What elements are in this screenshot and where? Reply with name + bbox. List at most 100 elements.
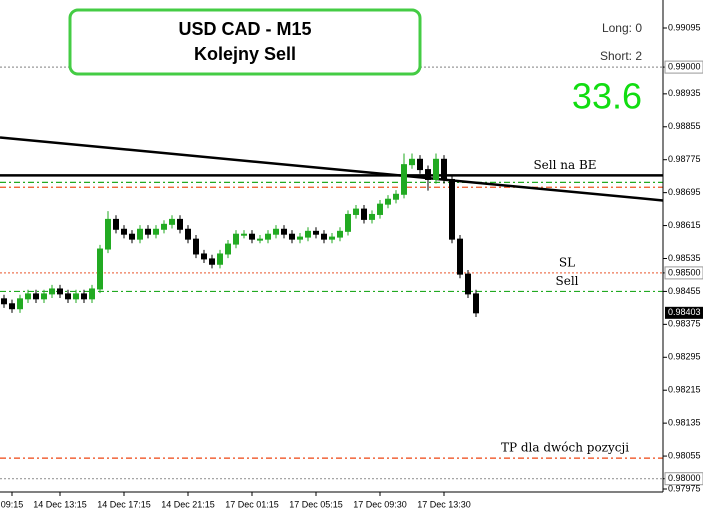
candle-body xyxy=(17,298,23,310)
candle-body xyxy=(9,303,15,310)
candle-body xyxy=(49,288,55,295)
score: 33.6 xyxy=(572,76,642,117)
candle-body xyxy=(225,243,231,255)
candle-body xyxy=(113,218,119,230)
candle-body xyxy=(385,198,391,205)
candle-body xyxy=(401,164,407,195)
y-tick-label: 0.98455 xyxy=(668,286,701,296)
candle-body xyxy=(465,273,471,295)
candle-body xyxy=(153,228,159,235)
y-tick-label: 0.98855 xyxy=(668,121,701,131)
y-tick-label: 0.98775 xyxy=(668,154,701,164)
candle-body xyxy=(209,258,215,265)
y-tick-box xyxy=(664,60,703,74)
y-tick-label: 0.98375 xyxy=(668,319,701,329)
level-label: SL xyxy=(559,255,575,269)
candle-body xyxy=(329,236,335,240)
level-label: Sell na BE xyxy=(533,158,596,172)
candle-body xyxy=(233,233,239,245)
x-tick-label: 17 Dec 13:30 xyxy=(417,499,471,509)
y-tick-label: 0.98135 xyxy=(668,418,701,428)
candle-body xyxy=(121,228,127,235)
candle-body xyxy=(65,293,71,300)
candle-body xyxy=(393,193,399,200)
y-tick-label: 0.98215 xyxy=(668,385,701,395)
level-label: Sell xyxy=(556,274,579,288)
candle-body xyxy=(449,178,455,240)
plot: Sell na BE SL Sell TP dla dwóch pozycji xyxy=(0,66,664,480)
candle-body xyxy=(257,238,263,241)
y-tick-label: 0.99000 xyxy=(668,61,701,71)
candle-body xyxy=(97,248,103,290)
candle-body xyxy=(201,253,207,260)
candle-body xyxy=(377,203,383,215)
candle-body xyxy=(105,218,111,250)
x-tick-label: 09:15 xyxy=(1,499,24,509)
candle-body xyxy=(441,158,447,180)
candle-body xyxy=(177,218,183,230)
candle-body xyxy=(73,293,79,300)
candle-body xyxy=(425,169,431,180)
candle-body xyxy=(129,233,135,240)
candle-body xyxy=(265,233,271,240)
candle-body xyxy=(297,236,303,240)
candle-body xyxy=(57,288,63,295)
x-tick-label: 14 Dec 13:15 xyxy=(33,499,87,509)
candle-body xyxy=(289,233,295,240)
long-count: Long: 0 xyxy=(602,21,642,35)
candle-body xyxy=(433,158,439,180)
chart-title: USD CAD - M15 xyxy=(178,19,311,39)
candle-body xyxy=(353,208,359,215)
candle-body xyxy=(185,228,191,240)
candle-body xyxy=(369,213,375,220)
y-tick-box xyxy=(664,266,703,280)
candle-body xyxy=(33,293,39,300)
candle-body xyxy=(273,228,279,235)
y-tick-label: 0.99095 xyxy=(668,22,701,32)
y-tick-label: 0.98935 xyxy=(668,88,701,98)
candle-body xyxy=(137,228,143,240)
candle-body xyxy=(321,233,327,240)
x-tick-label: 14 Dec 21:15 xyxy=(161,499,215,509)
candle-body xyxy=(473,293,479,314)
candle-body xyxy=(161,223,167,230)
y-tick-label: 0.98500 xyxy=(668,267,701,277)
x-tick-label: 17 Dec 01:15 xyxy=(225,499,279,509)
y-tick-label: 0.98295 xyxy=(668,352,701,362)
y-tick-label: 0.97975 xyxy=(668,483,701,493)
candle-body xyxy=(81,293,87,300)
candle-body xyxy=(457,238,463,275)
title-box xyxy=(68,8,422,76)
candle-body xyxy=(193,238,199,255)
candle-body xyxy=(249,233,255,240)
candle-body xyxy=(1,298,7,305)
x-tick-label: 14 Dec 17:15 xyxy=(97,499,151,509)
candle-body xyxy=(361,208,367,220)
candle-body xyxy=(169,218,175,225)
trendline xyxy=(0,136,664,202)
candle-body xyxy=(337,230,343,238)
candle-body xyxy=(241,233,247,236)
y-tick-label: 0.98000 xyxy=(668,473,701,483)
candle-body xyxy=(217,253,223,265)
candle-body xyxy=(417,158,423,171)
chart-subtitle: Kolejny Sell xyxy=(194,44,296,64)
candle-body xyxy=(25,293,31,300)
price-label: 0.98403 xyxy=(668,307,701,317)
price-box xyxy=(665,306,703,319)
y-tick-box xyxy=(664,472,703,486)
candle-body xyxy=(281,228,287,235)
level-label: TP dla dwóch pozycji xyxy=(501,441,629,455)
candle-body xyxy=(41,293,47,300)
candle-body xyxy=(345,213,351,232)
candle-body xyxy=(313,230,319,235)
y-tick-label: 0.98535 xyxy=(668,253,701,263)
y-tick-label: 0.98695 xyxy=(668,187,701,197)
x-tick-label: 17 Dec 05:15 xyxy=(289,499,343,509)
y-tick-label: 0.98055 xyxy=(668,450,701,460)
short-count: Short: 2 xyxy=(600,49,642,63)
y-tick-label: 0.98615 xyxy=(668,220,701,230)
